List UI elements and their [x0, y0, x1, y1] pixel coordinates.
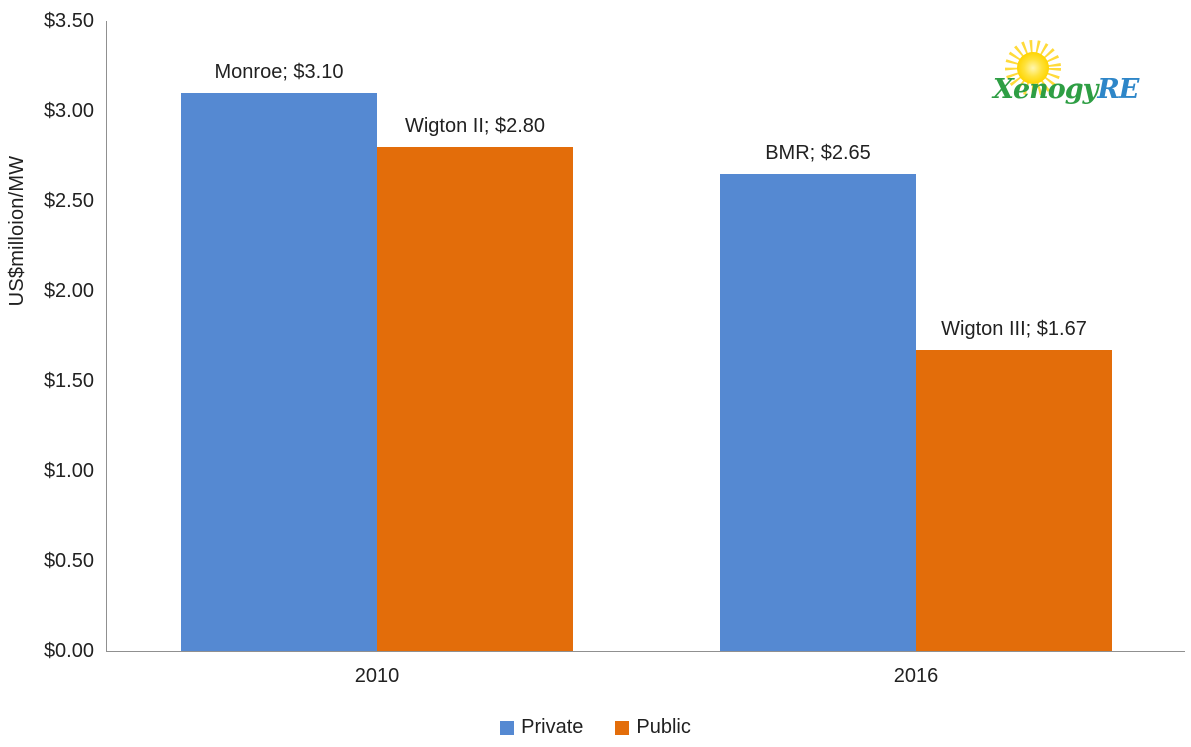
data-label: BMR; $2.65: [765, 142, 871, 164]
legend-swatch-icon: [500, 720, 515, 735]
x-axis-category-label: 2010: [354, 665, 400, 687]
data-label: Monroe; $3.10: [214, 61, 344, 83]
logo-text: XenogyRE: [993, 74, 1139, 105]
y-tick-label: $2.00: [43, 280, 94, 302]
logo-text-primary: Xenogy: [993, 74, 1098, 105]
legend-label: Private: [521, 716, 584, 738]
y-tick-label: $0.00: [43, 640, 94, 662]
bar-private-2010: [181, 93, 377, 651]
legend-item-private: Private: [500, 716, 583, 739]
legend-swatch-icon: [615, 720, 630, 735]
logo: XenogyRE: [985, 40, 1145, 108]
legend-label: Public: [636, 716, 691, 738]
bar-public-2010: [377, 147, 573, 651]
data-label: Wigton III; $1.67: [941, 318, 1087, 340]
y-tick-label: $2.50: [43, 190, 94, 212]
y-tick-label: $1.00: [43, 460, 94, 482]
bar-private-2016: [720, 174, 916, 651]
legend: Private Public: [0, 716, 1191, 739]
y-tick-label: $1.50: [43, 370, 94, 392]
legend-item-public: Public: [615, 716, 691, 739]
bar-public-2016: [916, 350, 1112, 651]
y-tick-label: $3.00: [43, 100, 94, 122]
x-axis-category-label: 2016: [893, 665, 939, 687]
logo-text-secondary: RE: [1097, 74, 1139, 105]
y-tick-label: $0.50: [43, 550, 94, 572]
data-label: Wigton II; $2.80: [404, 115, 546, 137]
y-tick-label: $3.50: [43, 10, 94, 32]
sun-icon: [1005, 40, 1061, 96]
x-axis-line: [106, 651, 1185, 652]
y-axis-line: [106, 21, 107, 651]
